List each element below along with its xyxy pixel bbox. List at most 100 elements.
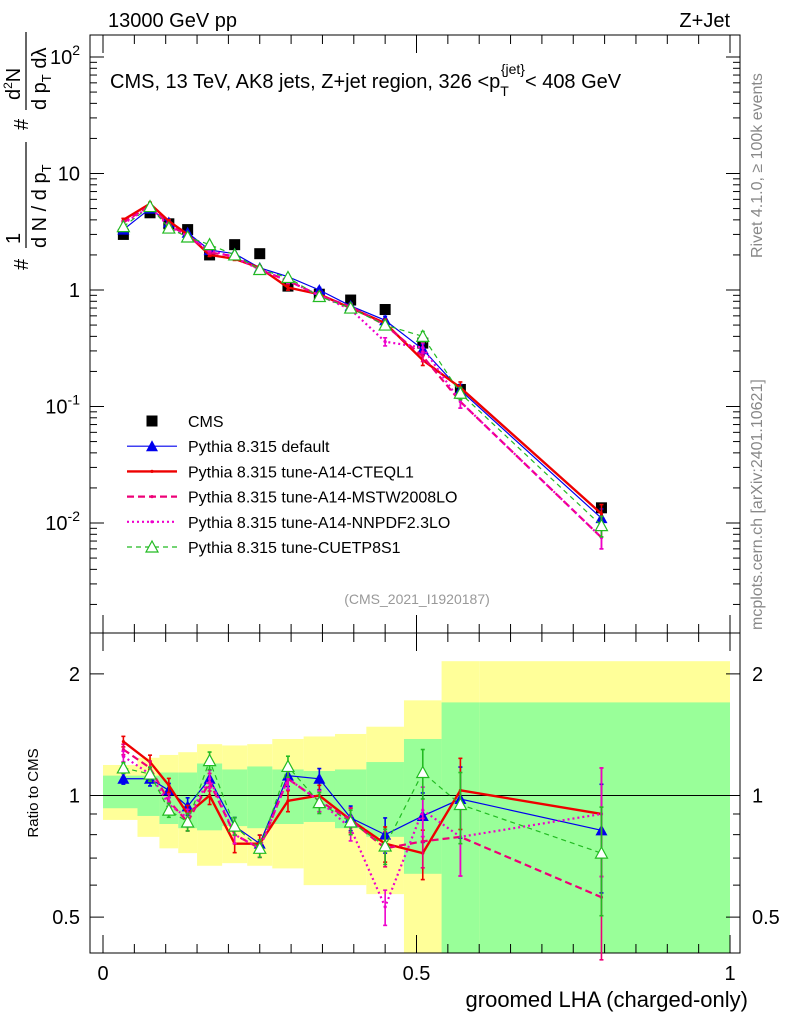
point-cuetp8s1 — [161, 220, 176, 234]
ratio-y-tick-label-right: 0.5 — [752, 907, 780, 929]
ratio-y-label: Ratio to CMS — [25, 748, 42, 837]
x-tick-label: 1 — [724, 963, 735, 985]
ratio-y-tick-label: 2 — [69, 664, 80, 686]
point-nnpdf — [121, 754, 125, 758]
point-cuetp8s1 — [453, 797, 468, 811]
ratio-band-inner — [103, 702, 730, 953]
analysis-id: (CMS_2021_I1920187) — [344, 591, 490, 607]
point-nnpdf — [207, 777, 212, 781]
x-axis: 0 0.5 1 — [97, 35, 736, 985]
point-cms — [229, 239, 241, 251]
point-cms — [379, 304, 391, 316]
main-series-group — [116, 199, 609, 550]
legend-entry-cms: CMS — [146, 414, 224, 431]
main-y-label-hash: # — [11, 258, 33, 270]
x-tick-label: 0.5 — [403, 963, 431, 985]
point-cuetp8s1 — [143, 199, 158, 213]
point-cuetp8s1 — [280, 270, 295, 284]
series-line-nnpdf — [122, 205, 603, 539]
point-cuetp8s1 — [116, 219, 131, 233]
legend-label-default: Pythia 8.315 default — [188, 439, 330, 456]
legend-entry-mstw: Pythia 8.315 tune-A14-MSTW2008LO — [127, 490, 457, 507]
legend-entry-default: Pythia 8.315 default — [127, 439, 330, 456]
ratio-y-axis: 0.5 0.5 1 1 2 2 — [52, 664, 780, 929]
main-y-label-num: d2N — [1, 68, 25, 100]
point-nnpdf — [421, 808, 425, 812]
main-y-label-den2: d pT dλ — [29, 48, 54, 110]
point-cteql1 — [286, 285, 290, 290]
legend-marker-nnpdf — [150, 520, 154, 524]
point-cuetp8s1 — [202, 753, 217, 767]
chart-title: CMS, 13 TeV, AK8 jets, Z+jet region, 326… — [110, 61, 622, 99]
point-cuetp8s1 — [594, 518, 609, 532]
series-line-cuetp8s1 — [123, 758, 602, 854]
rivet-version: Rivet 4.1.0, ≥ 100k events — [749, 73, 766, 258]
series-line-mstw — [122, 204, 603, 539]
legend-marker-mstw — [150, 495, 154, 499]
series-line-cteql1 — [122, 740, 602, 855]
chart-title-sup: {jet} — [501, 61, 525, 77]
point-nnpdf — [458, 400, 462, 404]
point-cuetp8s1 — [227, 818, 242, 832]
ratio-series-group — [116, 735, 609, 961]
point-cuetp8s1 — [415, 765, 430, 779]
legend-marker-cms — [146, 415, 158, 427]
legend-label-nnpdf: Pythia 8.315 tune-A14-NNPDF2.3LO — [188, 515, 450, 532]
x-tick-label: 0 — [97, 963, 108, 985]
point-cteql1 — [121, 739, 125, 744]
mcplots-credit: mcplots.cern.ch [arXiv:2401.10621] — [749, 379, 766, 630]
point-cuetp8s1 — [312, 289, 327, 303]
ratio-y-tick-label-right: 2 — [752, 664, 763, 686]
point-cuetp8s1 — [378, 317, 393, 331]
legend-entry-cuetp8s1: Pythia 8.315 tune-CUETP8S1 — [127, 539, 401, 557]
band-inner-bin — [479, 702, 730, 953]
chart-title-prefix: CMS, 13 TeV, AK8 jets, Z+jet region, 326… — [110, 71, 500, 93]
header-right: Z+Jet — [679, 10, 730, 32]
chart-title-sub: T — [500, 83, 509, 99]
main-y-label-hash2: # — [11, 118, 33, 130]
point-cuetp8s1 — [343, 814, 358, 828]
point-cuetp8s1 — [312, 795, 327, 809]
legend-label-cuetp8s1: Pythia 8.315 tune-CUETP8S1 — [188, 540, 401, 557]
ratio-frame — [89, 632, 741, 954]
point-mstw — [121, 747, 125, 752]
legend-marker-cuetp8s1 — [144, 539, 160, 553]
legend-entry-nnpdf: Pythia 8.315 tune-A14-NNPDF2.3LO — [127, 515, 450, 532]
series-cuetp8s1 — [116, 748, 609, 917]
x-axis-label: groomed LHA (charged-only) — [466, 987, 748, 1012]
main-y-tick-label: 102 — [50, 42, 80, 69]
legend-marker-default — [146, 440, 158, 452]
legend-entry-cteql1: Pythia 8.315 tune-A14-CTEQL1 — [127, 464, 414, 481]
point-cteql1 — [207, 793, 212, 798]
series-line-cteql1 — [122, 202, 603, 515]
main-y-label-den: d N / d pT — [29, 164, 54, 248]
point-cuetp8s1 — [280, 759, 295, 773]
ratio-y-tick-label-right: 1 — [752, 786, 763, 808]
point-cuetp8s1 — [378, 838, 393, 852]
point-default — [117, 772, 130, 784]
point-cteql1 — [599, 512, 604, 516]
point-cuetp8s1 — [161, 802, 176, 816]
main-y-tick-label: 10 — [58, 164, 80, 186]
point-cuetp8s1 — [453, 385, 468, 399]
point-cuetp8s1 — [227, 247, 242, 261]
legend-label-cms: CMS — [188, 414, 224, 431]
point-nnpdf — [383, 340, 387, 344]
legend-label-mstw: Pythia 8.315 tune-A14-MSTW2008LO — [188, 490, 457, 507]
point-cuetp8s1 — [180, 229, 195, 243]
series-line-nnpdf — [122, 755, 602, 910]
point-nnpdf — [383, 905, 387, 909]
point-cuetp8s1 — [116, 760, 131, 774]
point-cuetp8s1 — [343, 300, 358, 314]
ratio-y-tick-label: 0.5 — [52, 907, 80, 929]
point-mstw — [421, 354, 425, 358]
point-cuetp8s1 — [180, 814, 195, 828]
point-mstw — [421, 839, 425, 843]
point-nnpdf — [421, 346, 425, 350]
point-cuetp8s1 — [202, 237, 217, 251]
main-y-tick-label: 10-2 — [45, 508, 80, 535]
main-y-tick-label: 1 — [69, 280, 80, 302]
series-line-mstw — [122, 748, 602, 899]
point-cuetp8s1 — [143, 766, 158, 780]
